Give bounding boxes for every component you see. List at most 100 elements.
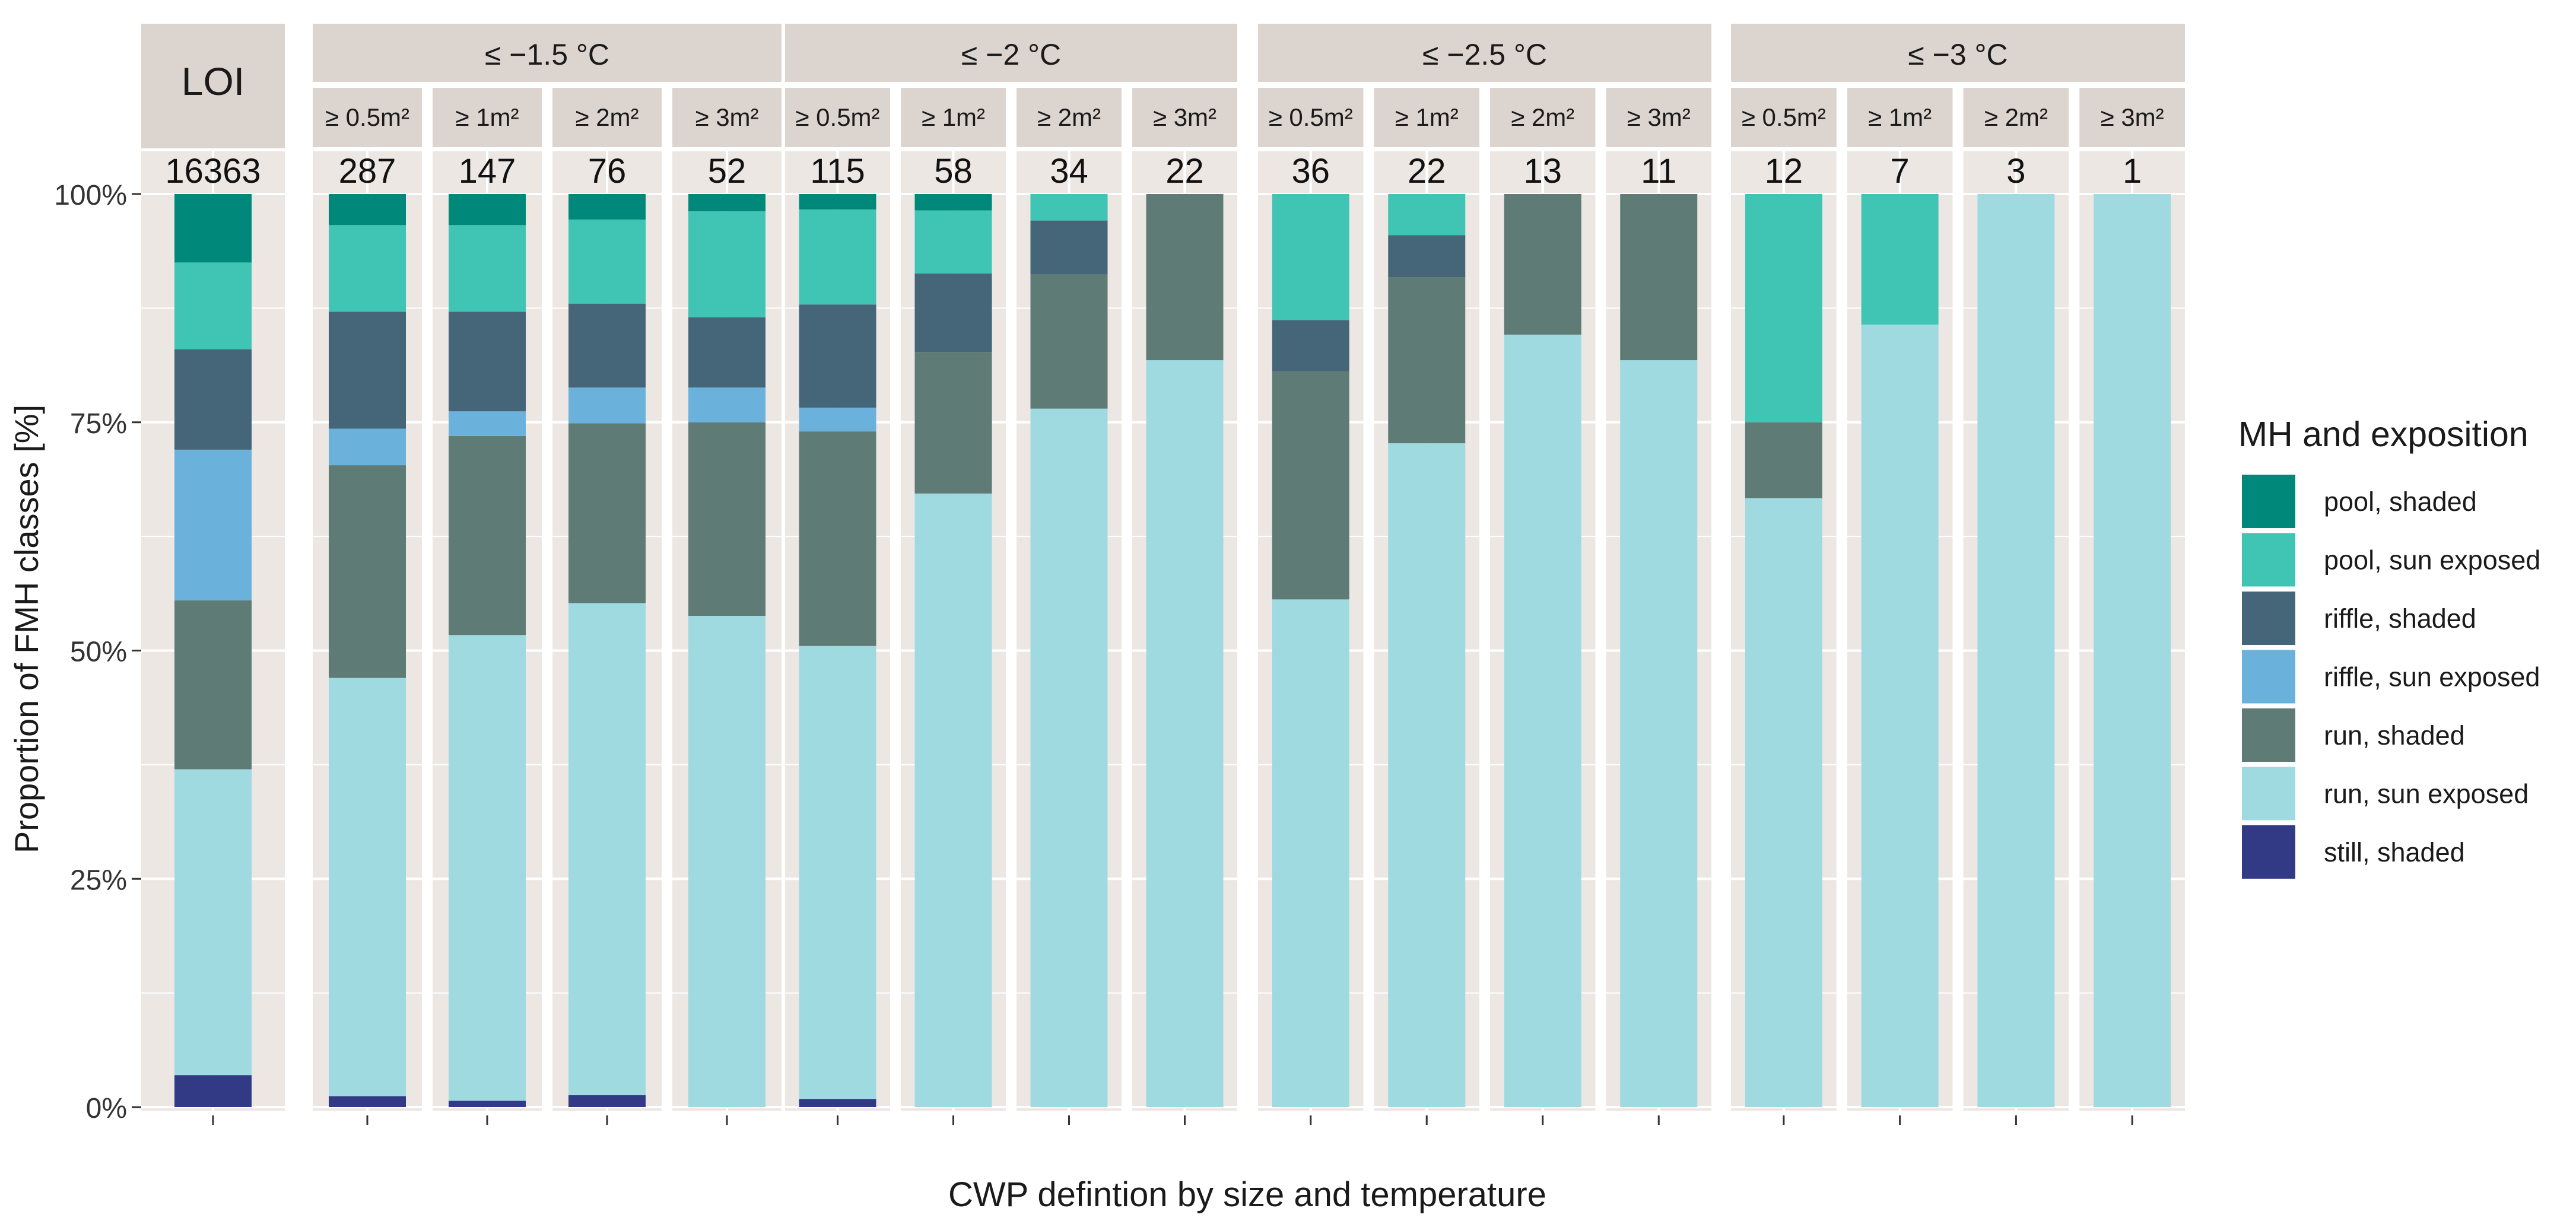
facet-strip-label: ≤ −2.5 °C — [1422, 38, 1547, 71]
x-axis-title: CWP defintion by size and temperature — [948, 1175, 1546, 1214]
bar-category-label: ≥ 0.5m² — [1742, 103, 1826, 131]
facet-strip — [1731, 24, 2185, 82]
facet-strip — [1258, 24, 1711, 82]
bar-segment-run-sun-exposed — [449, 635, 526, 1101]
y-tick-label: 50% — [70, 637, 127, 668]
bar-segment-run-sun-exposed — [2094, 194, 2171, 1107]
bar-segment-run-shaded — [329, 465, 406, 678]
bar-segment-pool-sun-exposed — [329, 225, 406, 312]
legend-label: riffle, shaded — [2324, 603, 2476, 634]
loi-strip — [141, 24, 285, 148]
bar-count-label: 7 — [1890, 152, 1909, 190]
legend-swatch — [2242, 767, 2295, 821]
bar-count-label: 13 — [1523, 152, 1562, 190]
bar-segment-riffle-sun-exposed — [174, 449, 252, 600]
bar-segment-still-shaded — [174, 1075, 252, 1107]
bar-segment-run-shaded — [799, 431, 876, 646]
bar-column-1m: ≥ 1m² 147 — [433, 88, 542, 1125]
size-strip — [1258, 88, 1364, 147]
bar-segment-riffle-shaded — [688, 317, 766, 388]
bar-segment-run-shaded — [1620, 194, 1698, 361]
bar-segment-pool-sun-exposed — [1272, 194, 1349, 320]
bar-segment-run-shaded — [1030, 274, 1108, 409]
bar-count-label: 16363 — [165, 152, 261, 190]
legend-item-still-shaded: still, shaded — [2242, 825, 2465, 879]
bar-count-label: 36 — [1291, 152, 1330, 190]
bar-segment-run-sun-exposed — [1977, 194, 2055, 1107]
bar-segment-run-sun-exposed — [1504, 335, 1581, 1107]
bar-column-3m: ≥ 3m² 1 — [2079, 88, 2185, 1125]
bar-segment-pool-sun-exposed — [1745, 194, 1822, 422]
bar-segment-riffle-shaded — [329, 311, 406, 429]
legend-label: riffle, sun exposed — [2324, 662, 2540, 692]
bar-column-2m: ≥ 2m² 3 — [1963, 88, 2069, 1125]
bar-column-3m: ≥ 3m² 11 — [1606, 88, 1711, 1125]
legend-swatch — [2242, 825, 2295, 879]
size-strip — [2079, 88, 2185, 147]
bar-count-label: 52 — [708, 152, 747, 190]
bar-segment-pool-sun-exposed — [1861, 194, 1939, 325]
bar-segment-riffle-shaded — [1388, 235, 1466, 278]
bar-category-label: ≥ 1m² — [922, 103, 985, 131]
bar-count-label: 115 — [810, 152, 865, 190]
bar-category-label: ≥ 3m² — [1153, 103, 1216, 131]
bar-category-label: ≥ 2m² — [1037, 103, 1101, 131]
bar-category-label: ≥ 3m² — [2101, 103, 2164, 131]
size-strip — [1963, 88, 2069, 147]
bar-segment-pool-sun-exposed — [174, 262, 252, 349]
bar-segment-run-shaded — [688, 422, 766, 616]
bar-segment-run-shaded — [1388, 277, 1466, 444]
legend-swatch — [2242, 533, 2295, 587]
bar-category-label: ≥ 1m² — [1868, 103, 1932, 131]
y-tick-label: 25% — [70, 864, 127, 896]
bar-count-label: 287 — [339, 152, 396, 190]
bar-segment-run-shaded — [1745, 422, 1822, 498]
bar-column-0-5m: ≥ 0.5m² 12 — [1731, 88, 1837, 1125]
bar-column-2m: ≥ 2m² 76 — [552, 88, 662, 1125]
bar-segment-run-sun-exposed — [1146, 360, 1224, 1107]
size-strip — [1847, 88, 1953, 147]
panel-2: ≤ −2 °C ≥ 0.5m² 115 ≥ 1m² 58 ≥ 2m² 34 ≥ 3m² 22 — [785, 24, 1237, 1125]
bar-category-label: ≥ 2m² — [1511, 103, 1574, 131]
bar-category-label: LOI — [182, 59, 244, 103]
bar-count-label: 76 — [588, 152, 627, 190]
bar-count-label: 34 — [1050, 152, 1088, 190]
bar-count-label: 147 — [459, 152, 516, 190]
bar-column-1m: ≥ 1m² 7 — [1847, 88, 1953, 1125]
bar-segment-run-sun-exposed — [688, 616, 766, 1107]
bar-segment-pool-sun-exposed — [1388, 194, 1466, 236]
bar-category-label: ≥ 2m² — [575, 103, 639, 131]
size-strip — [1132, 88, 1237, 147]
bar-column-loi: LOI 16363 — [141, 24, 285, 1125]
facet-strip-label: ≤ −2 °C — [961, 38, 1061, 71]
bar-category-label: ≥ 2m² — [1984, 103, 2048, 131]
bar-column-0-5m: ≥ 0.5m² 287 — [313, 88, 422, 1125]
bar-category-label: ≥ 3m² — [1627, 103, 1691, 131]
bar-segment-run-shaded — [174, 600, 252, 770]
bar-segment-run-shaded — [1272, 371, 1349, 600]
facet-panels: LOI 16363 ≤ −1.5 °C ≥ 0.5m² 287 ≥ 1m² 147 ≥ 2m²… — [141, 24, 2185, 1125]
bar-segment-pool-sun-exposed — [568, 220, 646, 304]
bar-segment-still-shaded — [329, 1096, 406, 1107]
bar-segment-riffle-sun-exposed — [329, 428, 406, 466]
legend-swatch — [2242, 708, 2295, 762]
bar-segment-pool-sun-exposed — [799, 209, 876, 305]
bar-segment-pool-shaded — [914, 194, 992, 211]
legend-swatch — [2242, 592, 2295, 645]
bar-segment-riffle-sun-exposed — [568, 387, 646, 424]
y-axis: 0% 25% 50% 75% 100% — [54, 180, 141, 1124]
bar-segment-riffle-sun-exposed — [688, 387, 766, 422]
bar-segment-run-sun-exposed — [914, 493, 992, 1107]
bar-column-3m: ≥ 3m² 52 — [672, 88, 782, 1125]
legend-item-pool-shaded: pool, shaded — [2242, 475, 2477, 528]
legend-swatch — [2242, 650, 2295, 704]
bar-segment-pool-shaded — [449, 194, 526, 225]
bar-segment-run-sun-exposed — [329, 678, 406, 1096]
bar-count-label: 22 — [1165, 152, 1204, 190]
size-strip — [672, 88, 782, 147]
facet-strip-label: ≤ −1.5 °C — [485, 38, 609, 71]
bar-segment-run-sun-exposed — [1861, 325, 1939, 1107]
y-tick-label: 0% — [86, 1093, 127, 1124]
legend-label: run, sun exposed — [2324, 779, 2529, 809]
bar-segment-riffle-shaded — [1030, 220, 1108, 275]
